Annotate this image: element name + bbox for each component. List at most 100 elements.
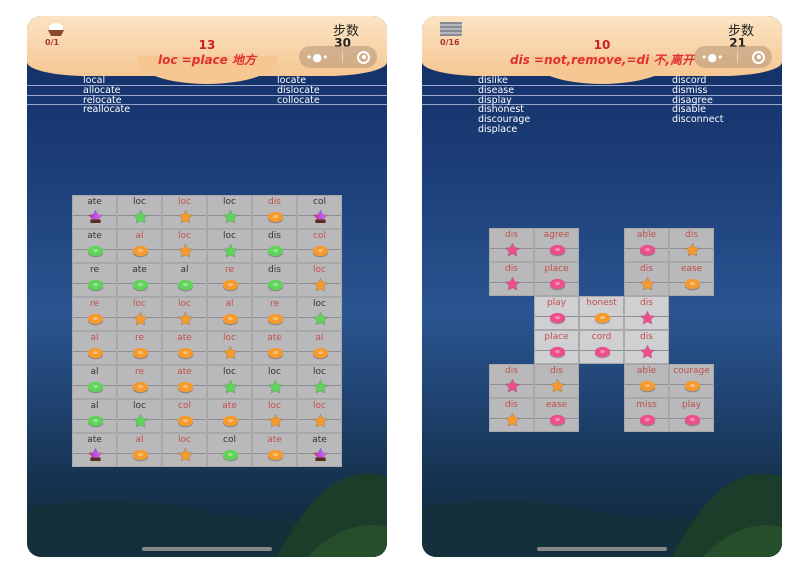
- board-tile[interactable]: dis: [624, 296, 669, 330]
- board-tile[interactable]: cord: [579, 330, 624, 364]
- board-tile[interactable]: loc: [297, 297, 342, 331]
- board-tile[interactable]: place: [534, 330, 579, 364]
- board-tile[interactable]: al: [72, 399, 117, 433]
- tile-label: loc: [223, 367, 236, 377]
- board-tile[interactable]: ate: [252, 331, 297, 365]
- board-tile[interactable]: al: [72, 331, 117, 365]
- board-tile[interactable]: dis: [489, 398, 534, 432]
- board-tile[interactable]: re: [117, 365, 162, 399]
- board-tile[interactable]: loc: [252, 365, 297, 399]
- board-tile[interactable]: al: [162, 263, 207, 297]
- board-tile[interactable]: ate: [72, 433, 117, 467]
- board-tile[interactable]: loc: [162, 433, 207, 467]
- board-tile[interactable]: loc: [297, 263, 342, 297]
- board-tile[interactable]: col: [297, 229, 342, 263]
- word-item: relocate: [83, 94, 122, 106]
- board-tile[interactable]: ease: [534, 398, 579, 432]
- board-tile[interactable]: dis: [669, 228, 714, 262]
- word-item: dislike: [478, 75, 508, 86]
- board-tile[interactable]: col: [207, 433, 252, 467]
- board-tile[interactable]: al: [297, 331, 342, 365]
- board-tile[interactable]: dis: [252, 195, 297, 229]
- board-tile[interactable]: ate: [252, 433, 297, 467]
- board-tile[interactable]: loc: [117, 195, 162, 229]
- board-tile[interactable]: ate: [162, 365, 207, 399]
- tile-label: re: [224, 265, 235, 275]
- board-tile[interactable]: able: [624, 364, 669, 398]
- board-tile[interactable]: play: [534, 296, 579, 330]
- board-tile[interactable]: dis: [624, 330, 669, 364]
- word-item: dishonest: [478, 104, 524, 116]
- board-tile[interactable]: loc: [162, 195, 207, 229]
- tile-label: dis: [640, 332, 653, 342]
- board-tile[interactable]: dis: [534, 364, 579, 398]
- word-list: local locate allocate dislocate relocate coll…: [27, 76, 387, 115]
- tile-label: ease: [545, 400, 568, 410]
- board-tile[interactable]: play: [669, 398, 714, 432]
- board-tile[interactable]: col: [162, 399, 207, 433]
- board-tile[interactable]: loc: [207, 365, 252, 399]
- board-tile[interactable]: ate: [117, 263, 162, 297]
- board-tile[interactable]: re: [252, 297, 297, 331]
- board-tile[interactable]: loc: [207, 331, 252, 365]
- board-tile[interactable]: dis: [489, 364, 534, 398]
- tile-label: al: [135, 435, 144, 445]
- board-tile[interactable]: loc: [117, 297, 162, 331]
- board-tile[interactable]: re: [207, 263, 252, 297]
- tile-label: al: [180, 265, 189, 275]
- close-target-icon[interactable]: [752, 50, 766, 64]
- cupcake-icon: [45, 22, 67, 36]
- tile-label: re: [134, 367, 145, 377]
- board-tile[interactable]: loc: [297, 365, 342, 399]
- level-number: 13: [198, 38, 216, 52]
- board-tile[interactable]: dis: [489, 262, 534, 296]
- tile-label: al: [90, 401, 99, 411]
- board-tile[interactable]: miss: [624, 398, 669, 432]
- board-tile[interactable]: loc: [207, 229, 252, 263]
- board-tile[interactable]: dis: [624, 262, 669, 296]
- more-icon[interactable]: •●•: [700, 50, 724, 64]
- board-tile[interactable]: ate: [72, 229, 117, 263]
- tile-label: col: [313, 197, 326, 207]
- board-tile[interactable]: loc: [117, 399, 162, 433]
- word-item: disagree: [672, 94, 713, 106]
- board-tile[interactable]: loc: [207, 195, 252, 229]
- word-item: disable: [672, 104, 706, 116]
- board-tile[interactable]: al: [117, 433, 162, 467]
- level-number: 10: [593, 38, 611, 52]
- tile-label: dis: [268, 265, 281, 275]
- board-tile[interactable]: able: [624, 228, 669, 262]
- board-tile[interactable]: ate: [297, 433, 342, 467]
- tile-label: ate: [177, 367, 192, 377]
- board-tile[interactable]: loc: [297, 399, 342, 433]
- board-tile[interactable]: loc: [162, 297, 207, 331]
- board-tile[interactable]: re: [117, 331, 162, 365]
- tile-label: re: [89, 299, 100, 309]
- board-tile[interactable]: ate: [72, 195, 117, 229]
- board-tile[interactable]: ate: [162, 331, 207, 365]
- board-tile[interactable]: place: [534, 262, 579, 296]
- board-tile[interactable]: dis: [252, 229, 297, 263]
- board-tile[interactable]: col: [297, 195, 342, 229]
- board-tile[interactable]: honest: [579, 296, 624, 330]
- board-tile[interactable]: re: [72, 263, 117, 297]
- board-tile[interactable]: al: [72, 365, 117, 399]
- word-item: reallocate: [83, 104, 131, 116]
- tile-label: al: [315, 333, 324, 343]
- word-item: locate: [277, 75, 307, 86]
- board-tile[interactable]: loc: [162, 229, 207, 263]
- close-target-icon[interactable]: [357, 50, 371, 64]
- board-tile[interactable]: dis: [252, 263, 297, 297]
- steps-label: 步数: [332, 24, 359, 39]
- board-tile[interactable]: ate: [207, 399, 252, 433]
- board-tile[interactable]: courage: [669, 364, 714, 398]
- board-tile[interactable]: al: [207, 297, 252, 331]
- board-tile[interactable]: re: [72, 297, 117, 331]
- more-icon[interactable]: •●•: [305, 50, 329, 64]
- board-tile[interactable]: loc: [252, 399, 297, 433]
- board-tile[interactable]: agree: [534, 228, 579, 262]
- board-tile[interactable]: ease: [669, 262, 714, 296]
- board-tile[interactable]: dis: [489, 228, 534, 262]
- tile-label: loc: [178, 197, 191, 207]
- board-tile[interactable]: al: [117, 229, 162, 263]
